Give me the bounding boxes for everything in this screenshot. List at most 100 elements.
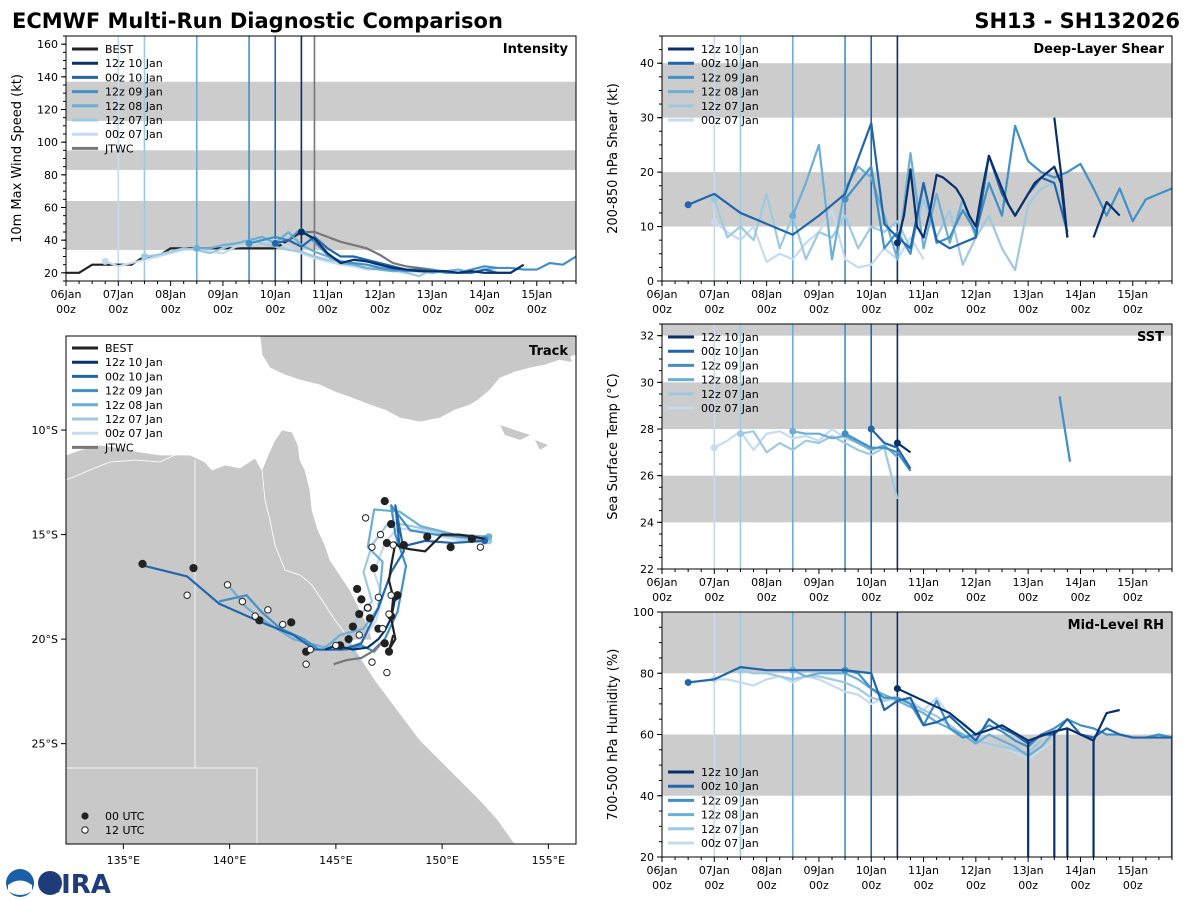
intensity-panel: 06Jan 00z 07Jan 00z 08Jan 00z 09Jan 00z 10Jan 00z… — [10, 35, 577, 316]
intensity-xtick-label-4: 10Jan — [260, 288, 291, 301]
shear-title: Deep-Layer Shear — [1033, 42, 1164, 57]
shear-xtick-label2-8: 00z — [1071, 303, 1091, 316]
track-point-00utc — [344, 635, 353, 644]
noaa-wave-icon — [8, 880, 32, 895]
intensity-xtick-label-0: 06Jan — [51, 288, 82, 301]
track-point-12utc — [306, 645, 315, 654]
track-point-00utc — [446, 543, 455, 552]
intensity-xtick-label-8: 14Jan — [469, 288, 500, 301]
map-land — [66, 336, 576, 844]
intensity-ytick-label-0: 20 — [44, 267, 58, 280]
intensity-series-12z-10-jan-0 — [300, 231, 525, 274]
rh-series-12z-10-jan-4 — [1092, 708, 1120, 742]
track-legend-label-jtwc: JTWC — [104, 441, 134, 454]
shear-plot-content — [662, 36, 1172, 281]
shear-panel: 06Jan 00z 07Jan 00z 08Jan 00z 09Jan 00z 10Jan 00z… — [606, 35, 1173, 316]
sst-xtick-label2-5: 00z — [914, 591, 934, 604]
sst-panel: 06Jan 00z 07Jan 00z 08Jan 00z 09Jan 00z 10Jan 00z… — [606, 323, 1173, 604]
intensity-band-2 — [66, 81, 576, 121]
intensity-init-point-12z-08-jan — [193, 244, 201, 252]
intensity-ytick-label-4: 100 — [37, 136, 58, 149]
sst-legend-label-12z-09-jan: 12z 09 Jan — [701, 359, 759, 372]
intensity-ytick-label-2: 60 — [44, 202, 58, 215]
track-panel: 135°E 140°E 145°E 150°E 155°E 10°S 15°S 20°S 25°… — [32, 335, 577, 867]
globe-icon — [38, 871, 62, 895]
shear-init-point-00z-07-jan — [710, 217, 718, 225]
sst-xtick-label-0: 06Jan — [647, 576, 678, 589]
track-point-12utc — [368, 543, 376, 551]
track-point-12utc — [364, 604, 372, 612]
intensity-xtick-label2-0: 00z — [56, 303, 76, 316]
rh-xtick-label2-5: 00z — [914, 879, 934, 892]
track-point-00utc — [189, 563, 198, 573]
sst-xtick-label-8: 14Jan — [1065, 576, 1096, 589]
sst-ytick-label-3: 28 — [640, 423, 654, 436]
shear-legend-label-00z-07-jan: 00z 07 Jan — [701, 114, 759, 127]
sst-series-00z-10-jan-0 — [870, 428, 912, 470]
sst-ylabel: Sea Surface Temp (°C) — [606, 373, 621, 520]
track-point-00utc — [353, 584, 362, 594]
intensity-xtick-label-9: 15Jan — [521, 288, 552, 301]
rh-xtick-label2-3: 00z — [809, 879, 829, 892]
rh-series-00z-10-jan-0 — [688, 666, 1172, 745]
track-point-12utc — [383, 668, 391, 677]
track-point-00utc — [370, 563, 379, 573]
track-axes: 135°E 140°E 145°E 150°E 155°E 10°S 15°S 20°S 25°… — [32, 344, 569, 867]
shear-ytick-label-1: 10 — [640, 221, 654, 234]
track-point-00utc — [393, 591, 402, 600]
track-xtick-label-3: 150°E — [425, 854, 458, 867]
track-series-00z-10-jan — [144, 504, 485, 651]
shear-init-point-12z-10-jan — [893, 239, 901, 247]
rh-xtick-label-0: 06Jan — [647, 864, 678, 877]
rh-xtick-label2-8: 00z — [1071, 879, 1091, 892]
cira-logo: CIRA — [6, 869, 111, 900]
track-ytick-label-1: 15°S — [32, 529, 58, 542]
track-point-12utc — [385, 610, 393, 618]
track-jtwc-line — [333, 638, 386, 666]
rh-ytick-label-4: 100 — [633, 606, 654, 619]
sst-xtick-label2-7: 00z — [1018, 591, 1038, 604]
track-point-00utc — [357, 595, 366, 604]
track-point-12utc — [378, 624, 387, 633]
intensity-legend-label-12z-10-jan: 12z 10 Jan — [105, 57, 163, 70]
track-point-12utc — [389, 541, 397, 549]
track-legend-marker-12utc — [81, 826, 89, 834]
track-xtick-label-4: 155°E — [532, 854, 565, 867]
track-best-line — [387, 533, 485, 651]
intensity-xtick-label2-2: 00z — [161, 303, 181, 316]
track-legend-label-12z-08-jan: 12z 08 Jan — [105, 399, 163, 412]
rh-init-point-00z-10-jan — [684, 678, 692, 686]
intensity-ytick-label-1: 40 — [44, 234, 58, 247]
rh-legend-label-12z-09-jan: 12z 09 Jan — [701, 794, 759, 807]
sst-frame — [661, 323, 1173, 570]
track-point-12utc — [355, 631, 363, 639]
track-point-12utc — [238, 597, 247, 606]
track-point-00utc — [380, 639, 389, 648]
rh-legend-label-12z-07-jan: 12z 07 Jan — [701, 823, 759, 836]
intensity-xtick-label-5: 11Jan — [312, 288, 343, 301]
track-xtick-label-1: 140°E — [213, 854, 246, 867]
shear-legend-label-12z-10-jan: 12z 10 Jan — [701, 43, 759, 56]
track-point-00utc — [380, 497, 389, 506]
sst-xtick-label-1: 07Jan — [699, 576, 730, 589]
shear-ytick-label-4: 40 — [640, 57, 654, 70]
rh-xtick-label-6: 12Jan — [960, 864, 991, 877]
new-guinea — [259, 336, 576, 423]
track-legend-label-12z-09-jan: 12z 09 Jan — [105, 385, 163, 398]
intensity-ytick-label-5: 120 — [37, 104, 58, 117]
shear-xtick-label-1: 07Jan — [699, 288, 730, 301]
track-title: Track — [529, 344, 568, 359]
solomon-islands — [500, 348, 572, 450]
shear-xtick-label-5: 11Jan — [908, 288, 939, 301]
sst-band-1 — [662, 382, 1172, 429]
cape-york-peninsula — [261, 429, 373, 641]
rh-xtick-label-3: 09Jan — [803, 864, 834, 877]
shear-ylabel: 200-850 hPa Shear (kt) — [606, 83, 621, 234]
sst-legend-label-00z-07-jan: 00z 07 Jan — [701, 402, 759, 415]
rh-xtick-label-5: 11Jan — [908, 864, 939, 877]
track-layer — [138, 497, 493, 677]
track-legend-label-00utc: 00 UTC — [105, 810, 145, 823]
track-legend-label-00z-10-jan: 00z 10 Jan — [105, 370, 163, 383]
rh-xtick-label2-1: 00z — [704, 879, 724, 892]
track-point-00utc — [138, 559, 147, 568]
